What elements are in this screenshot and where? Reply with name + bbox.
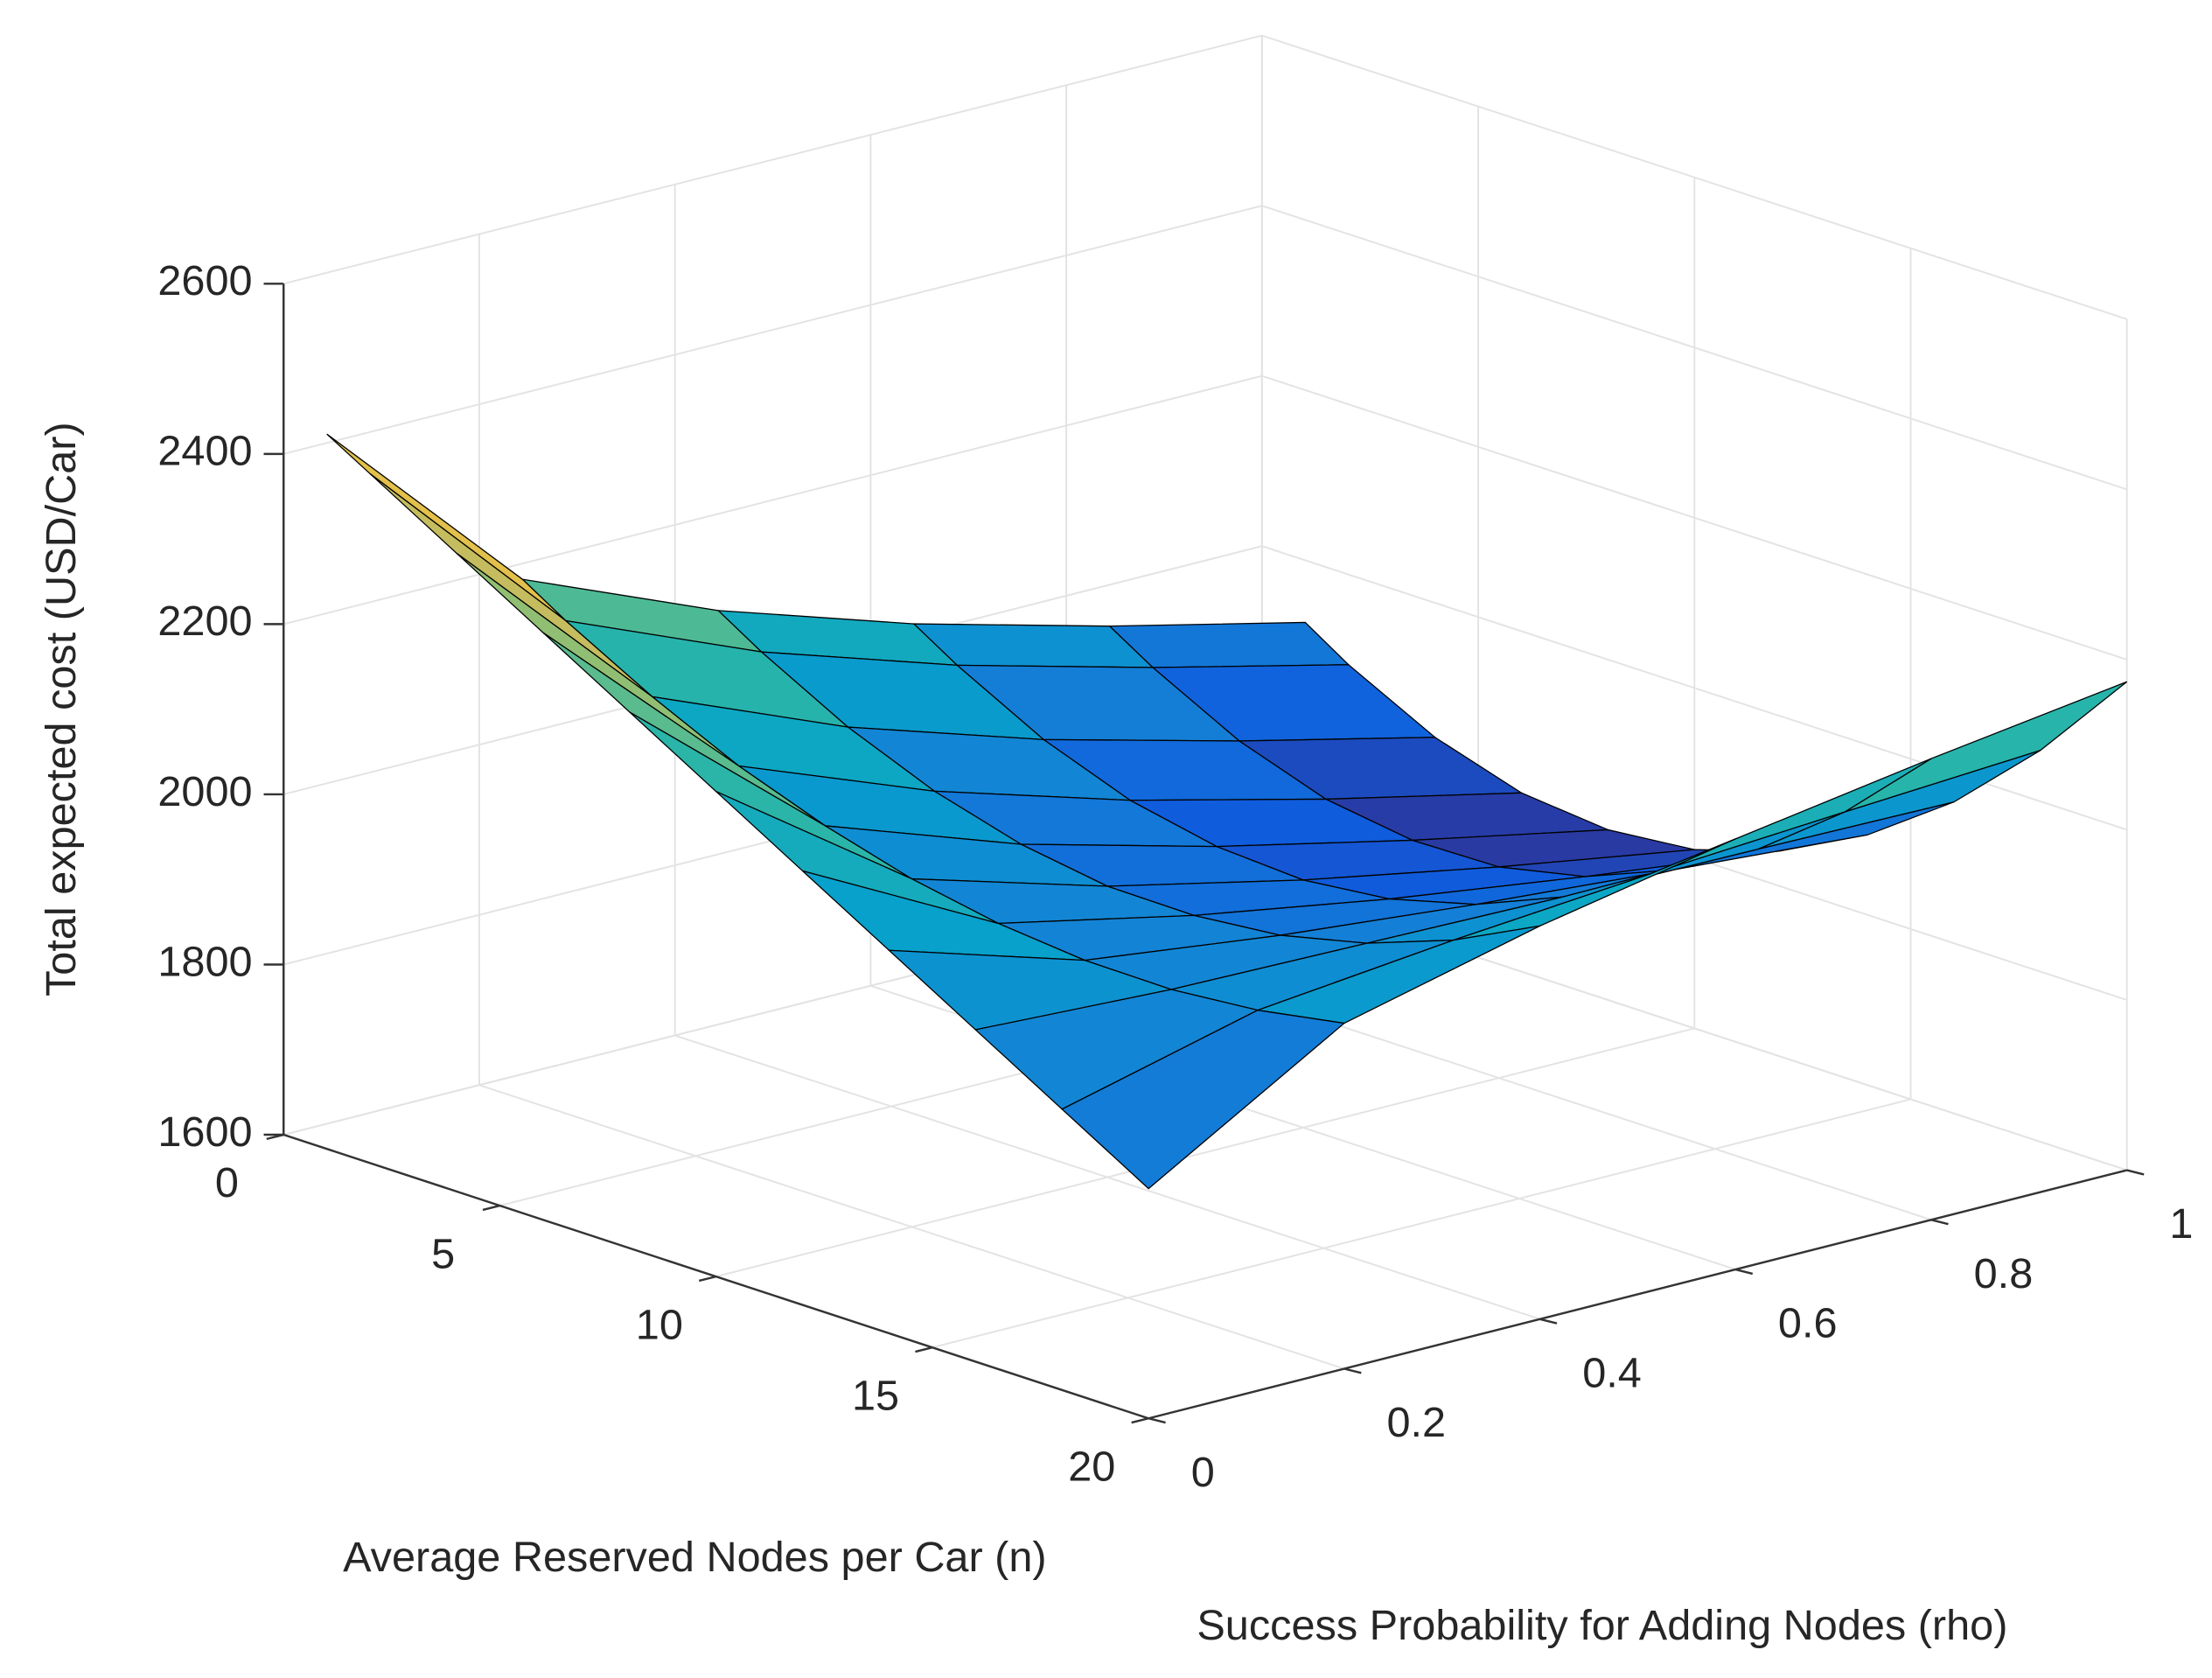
z-tick-label: 1800 bbox=[157, 938, 252, 985]
y-tick bbox=[1734, 1268, 1754, 1276]
z-tick-label: 2200 bbox=[157, 598, 252, 645]
y-tick-label: 0.4 bbox=[1582, 1349, 1642, 1396]
x-tick bbox=[1131, 1417, 1149, 1424]
grid-line bbox=[478, 1084, 1345, 1370]
x-tick-label: 0 bbox=[215, 1159, 239, 1206]
z-axis-label: Total expected cost (USD/Car) bbox=[38, 422, 85, 996]
y-tick-label: 1 bbox=[2169, 1200, 2193, 1248]
surface-face bbox=[1061, 1010, 1346, 1190]
x-tick bbox=[266, 1133, 284, 1141]
grid-line bbox=[932, 1098, 1911, 1349]
y-tick-label: 0.8 bbox=[1974, 1250, 2034, 1297]
x-axis-label: Average Reserved Nodes per Car (n) bbox=[343, 1534, 1047, 1581]
y-tick-label: 0.6 bbox=[1778, 1300, 1838, 1347]
z-tick-label: 2000 bbox=[157, 768, 252, 815]
y-tick bbox=[1539, 1318, 1558, 1325]
grid-line bbox=[1261, 34, 2128, 320]
surface-face bbox=[369, 473, 653, 697]
x-tick-label: 5 bbox=[431, 1230, 455, 1277]
grid-line bbox=[1261, 374, 2128, 661]
grid-line bbox=[283, 374, 1263, 626]
y-tick bbox=[1148, 1417, 1166, 1424]
x-tick bbox=[698, 1275, 716, 1283]
y-axis-label: Success Probability for Adding Nodes (rh… bbox=[1197, 1602, 2007, 1649]
y-tick bbox=[2126, 1169, 2145, 1176]
grid-line bbox=[674, 1034, 1540, 1320]
z-tick-label: 2400 bbox=[157, 428, 252, 475]
y-tick-label: 0 bbox=[1191, 1449, 1215, 1496]
x-tick bbox=[482, 1204, 500, 1212]
grid-line bbox=[715, 1027, 1695, 1278]
surface-face bbox=[326, 433, 567, 622]
surface-face bbox=[1844, 681, 2128, 813]
y-axis bbox=[1148, 1169, 2128, 1420]
x-tick-label: 15 bbox=[852, 1372, 899, 1419]
z-tick-label: 2600 bbox=[157, 257, 252, 304]
y-tick bbox=[1343, 1367, 1362, 1374]
x-tick-label: 10 bbox=[636, 1301, 683, 1348]
z-tick-label: 1600 bbox=[157, 1108, 252, 1156]
surface-face bbox=[1757, 750, 2041, 850]
grid-line bbox=[1261, 205, 2128, 491]
x-axis bbox=[283, 1133, 1149, 1420]
x-tick-label: 20 bbox=[1068, 1443, 1115, 1490]
grid-line bbox=[283, 205, 1263, 455]
y-tick bbox=[1930, 1219, 1949, 1226]
x-tick bbox=[915, 1346, 933, 1353]
y-tick-label: 0.2 bbox=[1386, 1399, 1446, 1446]
grid-line bbox=[283, 34, 1263, 285]
